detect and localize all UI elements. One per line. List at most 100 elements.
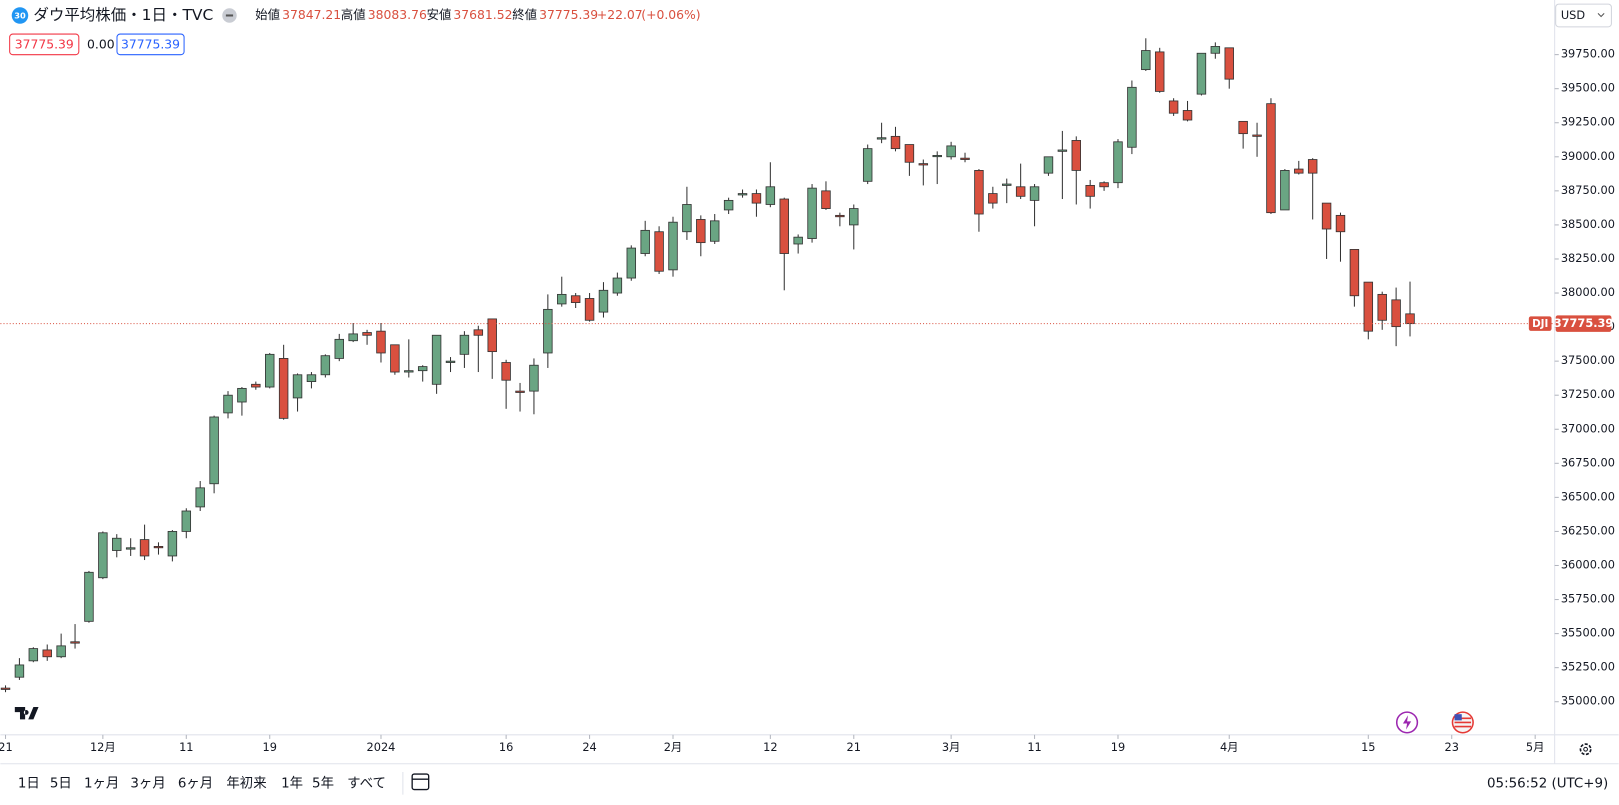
candle-body [1210,46,1221,54]
y-tick-label: 37000.00 [1561,421,1615,435]
y-tick-label: 39500.00 [1561,81,1615,95]
candle-body [1029,186,1040,201]
x-tick-label: 16 [499,740,513,754]
candle-body [42,649,52,658]
candle-body [849,208,859,226]
sell-box[interactable] [9,33,80,56]
candle-body [1168,100,1179,114]
y-tick-label: 39750.00 [1561,47,1615,61]
change: +22.07 [597,8,643,22]
range-button[interactable]: すべて [347,775,386,791]
candle-body [1377,293,1387,321]
x-tick-label: 24 [582,740,596,754]
symbol-title[interactable]: ダウ平均株価・1日・TVC [33,6,213,24]
open-label: 始値 [255,7,280,22]
open-value: 37847.21 [282,8,341,22]
candle-body [1363,281,1374,332]
candle-body [292,374,303,399]
series-tag-box [1528,316,1552,331]
range-button[interactable]: 1ヶ月 [84,776,119,791]
tv-logo[interactable] [14,706,39,720]
candle-body [459,334,470,355]
candle-body [723,199,734,211]
settings-icon[interactable] [1579,743,1592,756]
candle-body [98,532,108,579]
x-tick-label: 21 [847,740,861,754]
candle-body [320,355,331,376]
candle-body [334,338,344,359]
currency-select[interactable] [1555,3,1612,28]
range-button[interactable]: 1年 [281,775,303,791]
candle-body [167,531,178,557]
range-buttons: 1日 5日 1ヶ月 3ヶ月 6ヶ月 年初来 1年 5年 すべて [18,775,386,791]
candle-body [1321,202,1332,230]
candle-body [278,358,289,419]
candle-body [682,204,692,233]
y-tick-label: 36750.00 [1561,455,1615,469]
candle-body [209,416,219,485]
candle-body [14,664,25,678]
y-tick-label: 35750.00 [1561,592,1615,606]
range-button[interactable]: 1日 [18,776,40,791]
range-button[interactable]: 5日 [50,776,72,791]
candle-body [223,394,233,414]
candle-body [265,353,275,388]
x-tick-label: 19 [1111,740,1125,754]
symbol-badge[interactable] [11,7,29,24]
candle-body [862,148,873,182]
range-button[interactable]: 5年 [312,775,334,791]
candle-body [640,229,650,254]
x-tick-label: 23 [1445,740,1459,754]
candle-body [153,546,164,549]
candle-body [1280,170,1290,211]
candle-body [473,329,484,336]
candle-body [1335,214,1346,233]
candle-body [876,137,887,140]
candle-body [487,318,497,353]
candle-body [56,645,66,658]
clock[interactable]: 05:56:52 (UTC+9) [1487,776,1608,791]
candle-body [1405,313,1415,325]
candle-body [181,510,192,532]
low-label: 安値 [427,7,452,22]
candle-body [904,144,915,163]
range-button[interactable]: 3ヶ月 [130,776,165,791]
candle-body [988,193,998,204]
y-tick-label: 36250.00 [1561,523,1615,537]
candle-body [1141,50,1151,71]
candle-body [654,231,664,272]
candle-body [932,155,942,158]
candle-body [515,390,525,393]
candle-body [1043,156,1054,174]
y-tick-label: 37250.00 [1561,387,1615,401]
range-button[interactable]: 6ヶ月 [178,776,213,791]
candle-body [626,247,637,279]
y-tick-label: 35250.00 [1561,660,1615,674]
candle-body [431,334,442,385]
candle-body [1294,168,1304,174]
goto-date-icon[interactable] [411,773,430,791]
y-tick-label: 39000.00 [1561,149,1615,163]
range-button[interactable]: 年初来 [226,775,266,791]
candle-body [195,487,205,508]
candle-body [1085,184,1095,197]
us-flag-canton [1454,714,1462,721]
y-tick-label: 36000.00 [1561,557,1615,571]
candle-body [362,332,372,336]
y-tick-label: 35500.00 [1561,626,1615,640]
buy-box[interactable] [116,33,185,56]
candle-body [1113,141,1123,184]
spread: 0.00 [87,37,115,51]
candle-body [306,374,317,382]
candle-body [807,187,817,239]
event-bolt [1402,715,1412,730]
candle-body [1015,186,1026,197]
candle-body [751,193,762,204]
y-tick-label: 38000.00 [1561,285,1615,299]
candle-body [598,289,609,313]
candle-body [417,366,428,372]
x-tick-label: 12 [763,740,777,754]
candle-body [1071,140,1081,171]
candle-body [543,308,553,354]
candle-body [974,170,984,215]
